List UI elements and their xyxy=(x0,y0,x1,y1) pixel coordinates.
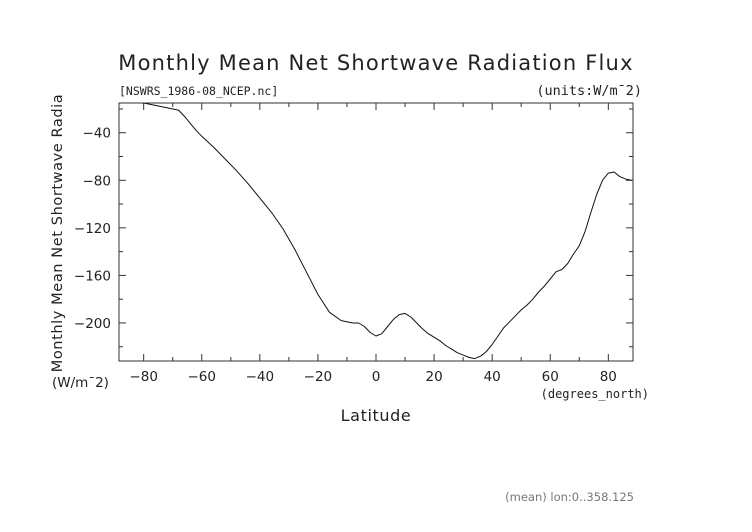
y-tick-label: −40 xyxy=(83,126,112,142)
x-tick-label: −20 xyxy=(304,369,333,385)
y-axis: −40 −80 −120 −160 −200 xyxy=(74,108,633,348)
x-axis-units: (degrees_north) xyxy=(541,387,649,401)
x-tick-label: 60 xyxy=(542,369,559,385)
y-axis-units: (W/m¯2) xyxy=(52,375,109,391)
x-tick-label: −80 xyxy=(129,369,158,385)
chart-title: Monthly Mean Net Shortwave Radiation Flu… xyxy=(118,51,633,75)
y-axis-label: Monthly Mean Net Shortwave Radia xyxy=(50,94,66,373)
y-tick-label: −200 xyxy=(74,316,111,332)
plot-area xyxy=(138,103,632,360)
file-label: [NSWRS_1986-08_NCEP.nc] xyxy=(119,84,278,98)
x-tick-label: 0 xyxy=(372,369,381,385)
plot-frame xyxy=(118,102,634,362)
x-axis-label: Latitude xyxy=(341,406,412,425)
x-tick-label: −60 xyxy=(188,369,217,385)
x-tick-label: −40 xyxy=(246,369,275,385)
x-tick-label: 20 xyxy=(425,369,442,385)
x-axis: −80 −60 −40 −20 0 20 40 60 80 xyxy=(129,103,617,385)
units-label: (units:W/m¯2) xyxy=(536,83,642,99)
series-line-0 xyxy=(138,103,632,360)
x-tick-label: 80 xyxy=(600,369,617,385)
x-tick-label: 40 xyxy=(484,369,501,385)
y-tick-label: −160 xyxy=(74,268,111,284)
y-tick-label: −80 xyxy=(83,173,112,189)
footer-note: (mean) lon:0..358.125 xyxy=(505,490,634,504)
y-tick-label: −120 xyxy=(74,221,111,237)
